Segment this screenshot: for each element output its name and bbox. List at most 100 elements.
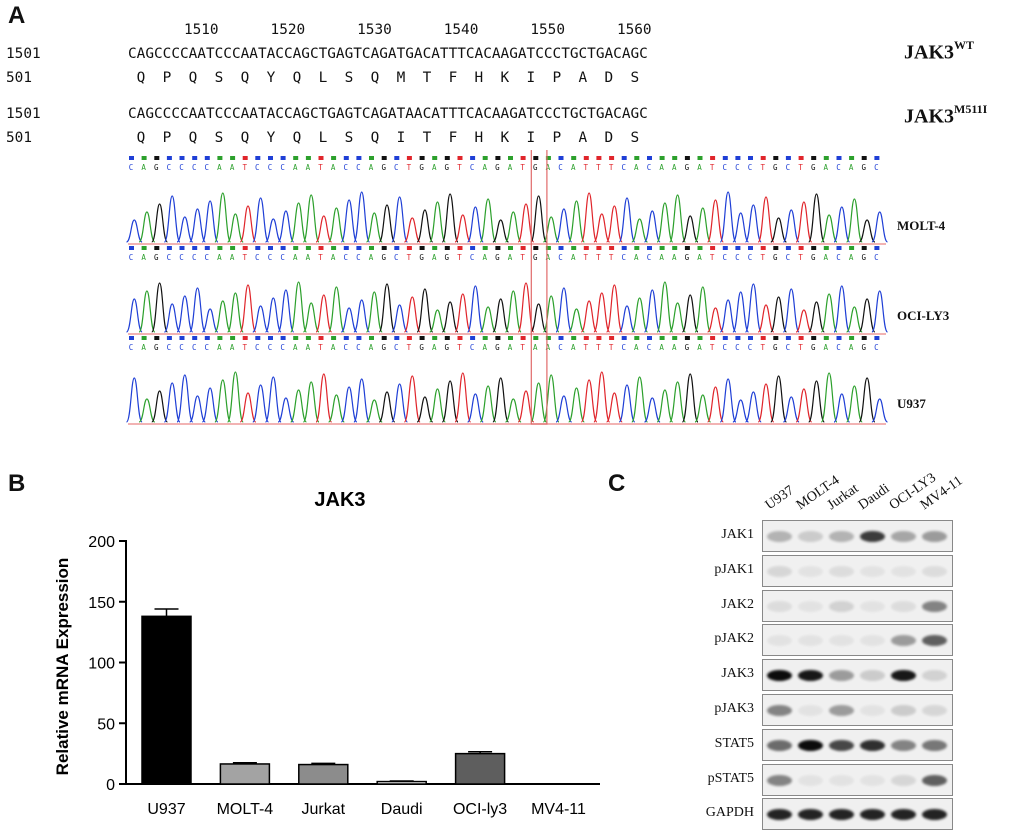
trace-peak	[820, 372, 838, 423]
trace-peak	[176, 216, 194, 243]
base-marker	[406, 336, 412, 340]
trace-peak	[264, 297, 282, 333]
base-marker	[609, 156, 615, 160]
base-call: C	[255, 253, 260, 262]
base-marker	[255, 246, 261, 250]
trace-peak	[808, 380, 825, 423]
base-marker	[179, 156, 185, 160]
base-marker	[444, 156, 450, 160]
blot-band	[891, 705, 916, 716]
blot-band	[922, 531, 947, 542]
lane-label: U937	[762, 483, 797, 514]
blot-band	[891, 600, 916, 612]
base-marker	[331, 246, 337, 250]
x-tick-label: MOLT-4	[217, 801, 274, 818]
base-call: C	[723, 253, 728, 262]
base-marker	[710, 336, 716, 340]
base-marker	[457, 156, 463, 160]
base-call: T	[242, 253, 247, 262]
blot-band	[922, 774, 947, 786]
base-marker	[470, 246, 476, 250]
base-call: A	[533, 343, 538, 352]
base-call: A	[634, 343, 639, 352]
base-marker	[482, 156, 488, 160]
base-call: G	[861, 253, 866, 262]
base-call: C	[836, 163, 841, 172]
base-marker	[647, 156, 652, 160]
base-call: C	[621, 163, 626, 172]
ruler-tick-label: 1560	[616, 22, 652, 38]
trace-peak	[227, 292, 244, 333]
base-call: A	[508, 163, 513, 172]
base-marker	[760, 246, 766, 250]
y-tick-label: 200	[88, 534, 115, 551]
base-marker	[773, 336, 779, 340]
base-call: C	[735, 253, 740, 262]
base-call: A	[849, 343, 854, 352]
trace-peak	[429, 309, 446, 333]
trace-peak	[492, 377, 510, 423]
base-marker	[697, 246, 703, 250]
mut-aa-sequence: Q P Q S Q Y Q L S Q I T F H K I P A D S	[128, 130, 640, 146]
trace-peak	[290, 202, 307, 243]
base-call: C	[268, 343, 273, 352]
base-call: A	[141, 343, 146, 352]
base-marker	[545, 246, 551, 250]
base-call: G	[419, 253, 424, 262]
base-marker	[849, 336, 855, 340]
blot-label: JAK3	[721, 666, 754, 682]
base-marker	[268, 336, 273, 340]
trace-peak	[391, 304, 408, 333]
base-call: C	[344, 163, 349, 172]
base-marker	[634, 156, 640, 160]
trace-peak	[138, 398, 156, 423]
trace-peak	[365, 212, 383, 243]
blot-strip	[762, 589, 953, 622]
x-tick-label: OCI-ly3	[453, 801, 507, 818]
trace-peak	[429, 201, 446, 243]
base-marker	[836, 336, 842, 340]
base-marker	[217, 246, 223, 250]
base-marker	[305, 246, 311, 250]
blot-strip	[762, 659, 953, 692]
base-call: A	[571, 253, 576, 262]
blot-band	[767, 774, 792, 786]
base-call: C	[394, 253, 399, 262]
trace-peak	[644, 397, 661, 423]
trace-peak	[504, 290, 522, 333]
base-call: A	[217, 253, 222, 262]
trace-peak	[593, 213, 611, 243]
base-marker	[242, 336, 248, 340]
base-call: T	[584, 343, 589, 352]
trace-peak	[505, 398, 522, 423]
blot-band	[767, 670, 792, 682]
base-call: T	[520, 343, 525, 352]
trace-peak	[365, 291, 383, 333]
trace-peak	[492, 298, 510, 333]
base-call: A	[697, 253, 702, 262]
trace-peak	[846, 306, 863, 333]
ruler-tick-label: 1510	[183, 22, 219, 38]
base-marker	[849, 156, 855, 160]
trace-peak	[290, 281, 307, 333]
trace-peak	[530, 195, 547, 243]
blot-band	[891, 739, 916, 751]
base-call: C	[735, 343, 740, 352]
base-call: G	[773, 343, 778, 352]
base-call: A	[634, 253, 639, 262]
wt-aa-sequence: Q P Q S Q Y Q L S Q M T F H K I P A D S	[128, 70, 640, 86]
base-marker	[571, 246, 577, 250]
base-call: C	[167, 343, 172, 352]
trace-peak	[808, 193, 825, 243]
base-marker	[470, 336, 476, 340]
trace-label: U937	[897, 396, 926, 411]
base-call: A	[634, 163, 639, 172]
trace-peak	[694, 286, 712, 333]
base-call: A	[293, 163, 298, 172]
trace-peak	[353, 299, 371, 333]
mut-nt-sequence: CAGCCCCAATCCCAATACCAGCTGAGTCAGATAACATTTC…	[128, 106, 648, 122]
base-marker	[735, 246, 741, 250]
base-call: T	[457, 163, 462, 172]
blot-band	[767, 809, 792, 821]
trace-peak	[302, 302, 320, 333]
